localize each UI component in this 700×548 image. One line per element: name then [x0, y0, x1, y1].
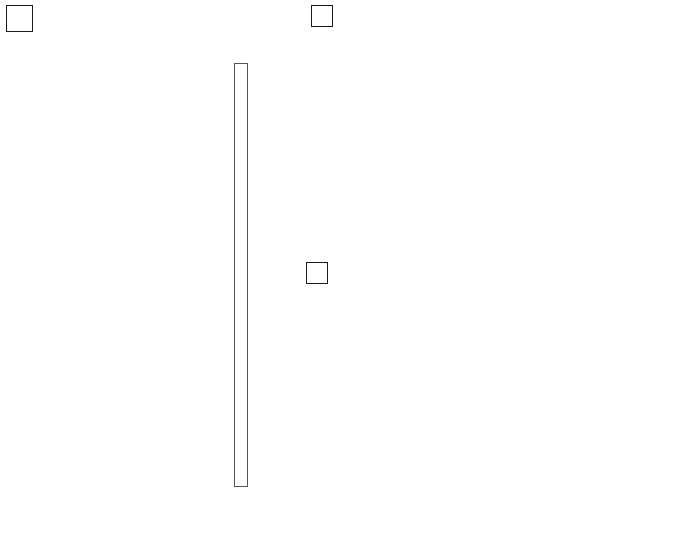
panel-c-label [306, 262, 328, 284]
panel-b-label [311, 5, 333, 27]
colorbar-gradient [234, 63, 248, 487]
correlation-heatmap [0, 0, 305, 548]
network-diagram [300, 0, 700, 260]
panel-a-label [6, 5, 33, 32]
scatter-plots-grid [300, 258, 700, 548]
